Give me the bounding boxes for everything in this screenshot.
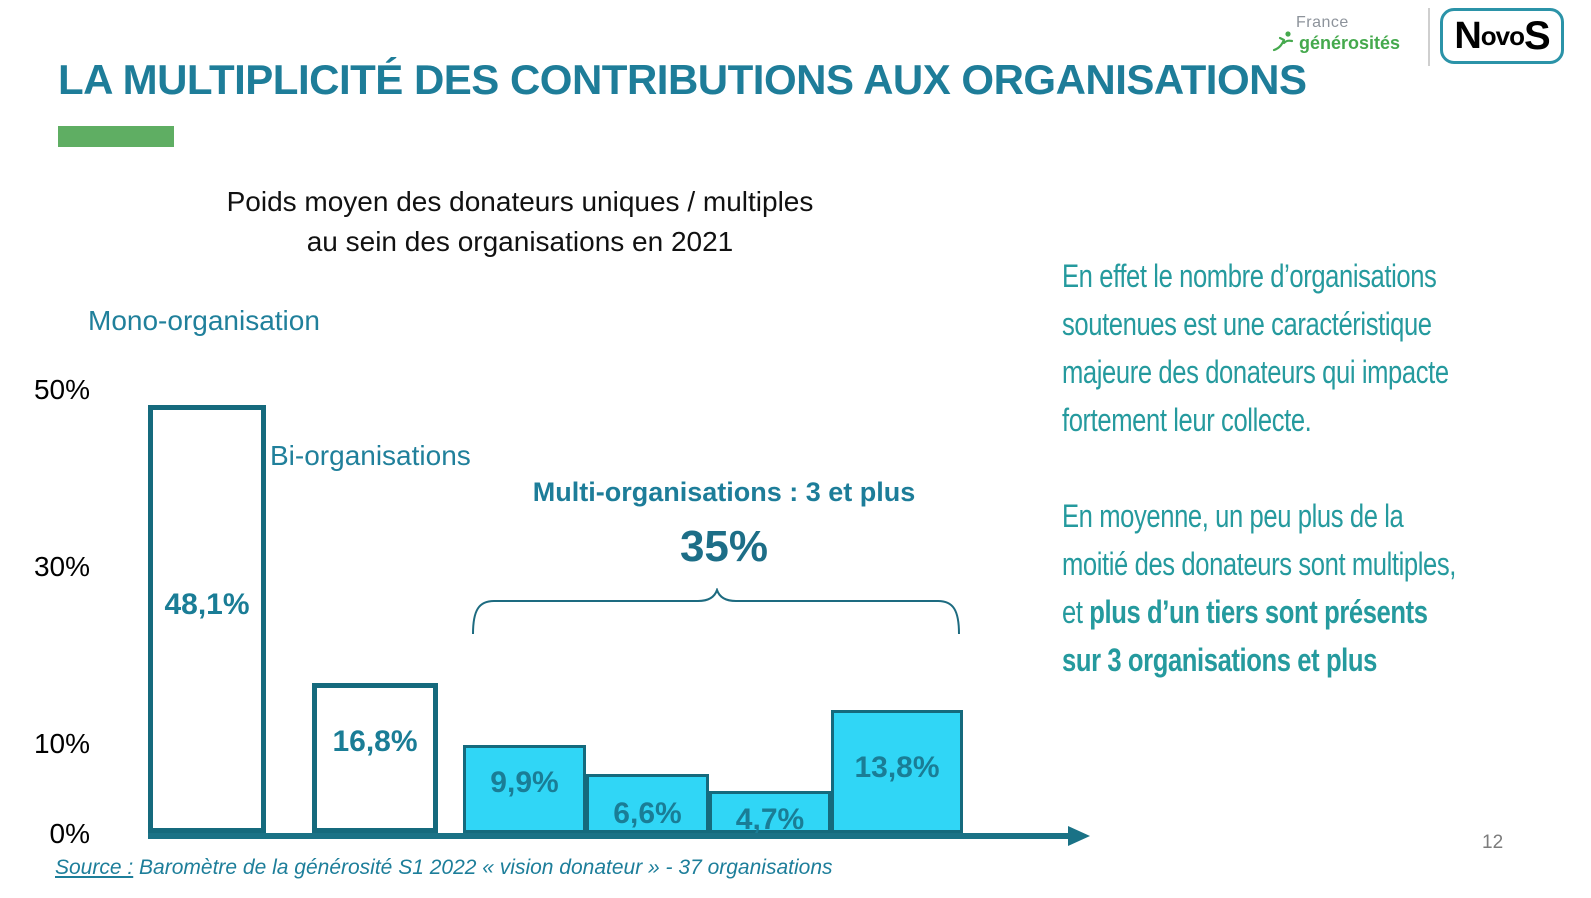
logo-divider <box>1428 8 1430 66</box>
x-axis-arrow-icon <box>1068 826 1090 846</box>
insight-paragraph-1: En effet le nombre d’organisations soute… <box>1062 258 1449 438</box>
bar: 48,1% <box>148 405 266 833</box>
novos-logo-text-s: S <box>1524 13 1551 58</box>
multi-total-value: 35% <box>679 522 769 571</box>
bar-value-label: 4,7% <box>735 803 805 836</box>
title-accent-bar <box>58 126 174 147</box>
runner-icon <box>1272 30 1296 57</box>
insight-paragraph-2-bold: plus d’un tiers sont présents sur 3 orga… <box>1062 594 1428 678</box>
bar: 13,8% <box>831 710 963 833</box>
label-multi-organisations: Multi-organisations : 3 et plus <box>532 477 916 507</box>
page-number: 12 <box>1482 832 1504 853</box>
novos-logo-text-mid: ovo <box>1480 20 1525 51</box>
bar: 9,9% <box>463 745 586 833</box>
source-text: Baromètre de la générosité S1 2022 « vis… <box>133 856 833 879</box>
label-mono-organisation: Mono-organisation <box>88 305 320 336</box>
bar-value-label: 16,8% <box>332 725 418 758</box>
y-axis-tick-10: 10% <box>33 728 90 759</box>
y-axis-tick-30: 30% <box>33 551 90 582</box>
bar-value-label: 9,9% <box>490 766 559 799</box>
bar: 16,8% <box>312 683 438 833</box>
y-axis-tick-50: 50% <box>33 374 90 405</box>
bar-value-label: 13,8% <box>854 751 940 784</box>
france-generosites-text-bottom: générosités <box>1299 33 1401 53</box>
bar-value-label: 48,1% <box>164 588 250 621</box>
france-generosites-logo: France générosités <box>1272 14 1422 57</box>
bar: 6,6% <box>586 774 709 833</box>
insight-paragraph-2: En moyenne, un peu plus de la moitié des… <box>1062 492 1574 684</box>
bar: 4,7% <box>709 791 831 836</box>
insight-paragraph-2-regular: En moyenne, un peu plus de la moitié des… <box>1062 498 1456 630</box>
label-bi-organisations: Bi-organisations <box>270 440 471 471</box>
page-title: LA MULTIPLICITÉ DES CONTRIBUTIONS AUX OR… <box>58 56 1307 103</box>
bar-value-label: 6,6% <box>613 797 682 830</box>
france-generosites-text-top: France <box>1296 14 1349 31</box>
novos-logo-text-n: N <box>1454 14 1481 57</box>
x-axis <box>148 833 1070 839</box>
y-axis-tick-0: 0% <box>49 818 90 849</box>
chart-title: Poids moyen des donateurs uniques / mult… <box>226 186 814 257</box>
plot-area: 48,1% 16,8% 9,9% 6,6% 4,7% 13,8% <box>148 370 1100 836</box>
source-note: Source : Baromètre de la générosité S1 2… <box>55 856 833 880</box>
source-label: Source : <box>55 856 134 879</box>
curly-brace <box>472 588 960 635</box>
